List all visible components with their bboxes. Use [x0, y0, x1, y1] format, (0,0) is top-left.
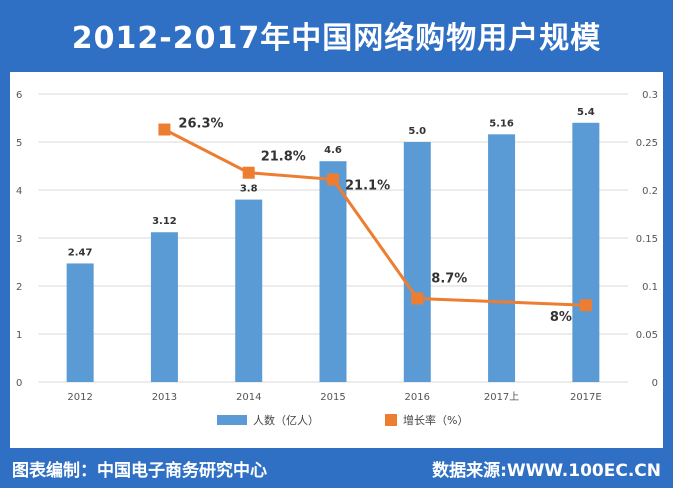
chart-title: 2012-2017年中国网络购物用户规模	[71, 21, 602, 56]
bar-value-label: 5.4	[577, 107, 595, 118]
growth-value-label: 21.1%	[345, 178, 390, 193]
bar	[572, 122, 600, 383]
x-tick-label: 2016	[405, 392, 430, 403]
x-tick-label: 2017上	[484, 391, 519, 403]
x-tick-label: 2014	[236, 392, 261, 403]
y-left-tick-label: 5	[16, 138, 22, 149]
growth-marker	[158, 123, 171, 136]
y-left-tick-label: 1	[16, 330, 22, 341]
bar-value-label: 3.8	[240, 184, 258, 195]
y-right-tick-label: 0.1	[642, 282, 658, 293]
x-tick-label: 2013	[152, 392, 177, 403]
y-right-tick-label: 0.2	[642, 186, 658, 197]
x-tick-label: 2012	[67, 392, 92, 403]
y-right-tick-label: 0.25	[636, 138, 658, 149]
growth-marker	[327, 173, 339, 186]
footer: 图表编制：中国电子商务研究中心 数据来源:WWW.100EC.CN	[0, 450, 673, 488]
title-bar: 2012-2017年中国网络购物用户规模	[0, 0, 673, 70]
legend-bar-swatch	[217, 415, 247, 425]
bar	[403, 142, 431, 382]
chart-panel: 0 1 2 3 4 5 6 0 0.05 0.1 0.15 0.2 0.25 0.3 2.47 3.12 3.8…	[10, 72, 663, 448]
legend-line-swatch	[385, 414, 397, 426]
y-left-tick-label: 2	[16, 282, 22, 293]
growth-marker	[242, 166, 255, 179]
y-left-tick-label: 4	[16, 186, 22, 197]
growth-value-label: 8.7%	[431, 271, 467, 286]
x-tick-label: 2017E	[570, 392, 602, 403]
combo-chart: 0 1 2 3 4 5 6 0 0.05 0.1 0.15 0.2 0.25 0.3 2.47 3.12 3.8…	[16, 90, 658, 427]
bar-value-label: 4.6	[324, 145, 342, 156]
y-right-tick-label: 0.3	[642, 90, 658, 101]
growth-value-label: 21.8%	[261, 150, 306, 165]
bar	[319, 161, 347, 382]
legend-line-label: 增长率（%）	[403, 413, 468, 427]
footer-source: 数据来源:WWW.100EC.CN	[432, 461, 661, 481]
bar-value-label: 3.12	[152, 216, 177, 227]
footer-credit: 图表编制：中国电子商务研究中心	[12, 461, 267, 481]
y-right-tick-label: 0.15	[636, 234, 658, 245]
y-left-tick-label: 0	[16, 378, 22, 389]
bar-value-label: 2.47	[68, 247, 93, 258]
y-right-tick-label: 0.05	[636, 330, 658, 341]
growth-value-label: 26.3%	[178, 117, 223, 132]
y-left-tick-label: 6	[16, 90, 22, 101]
bar-value-label: 5.0	[408, 126, 426, 137]
bar-value-label: 5.16	[489, 118, 514, 129]
y-left-tick-label: 3	[16, 234, 22, 245]
bar	[488, 134, 516, 382]
bar	[150, 232, 178, 382]
growth-line	[163, 128, 586, 307]
bar	[66, 263, 94, 382]
legend-bar-label: 人数（亿人）	[253, 414, 319, 427]
growth-marker	[411, 292, 424, 305]
y-right-tick-label: 0	[652, 378, 658, 389]
growth-marker	[579, 299, 592, 312]
bar	[235, 199, 263, 382]
x-tick-label: 2015	[320, 392, 345, 403]
growth-value-label: 8%	[550, 310, 572, 325]
